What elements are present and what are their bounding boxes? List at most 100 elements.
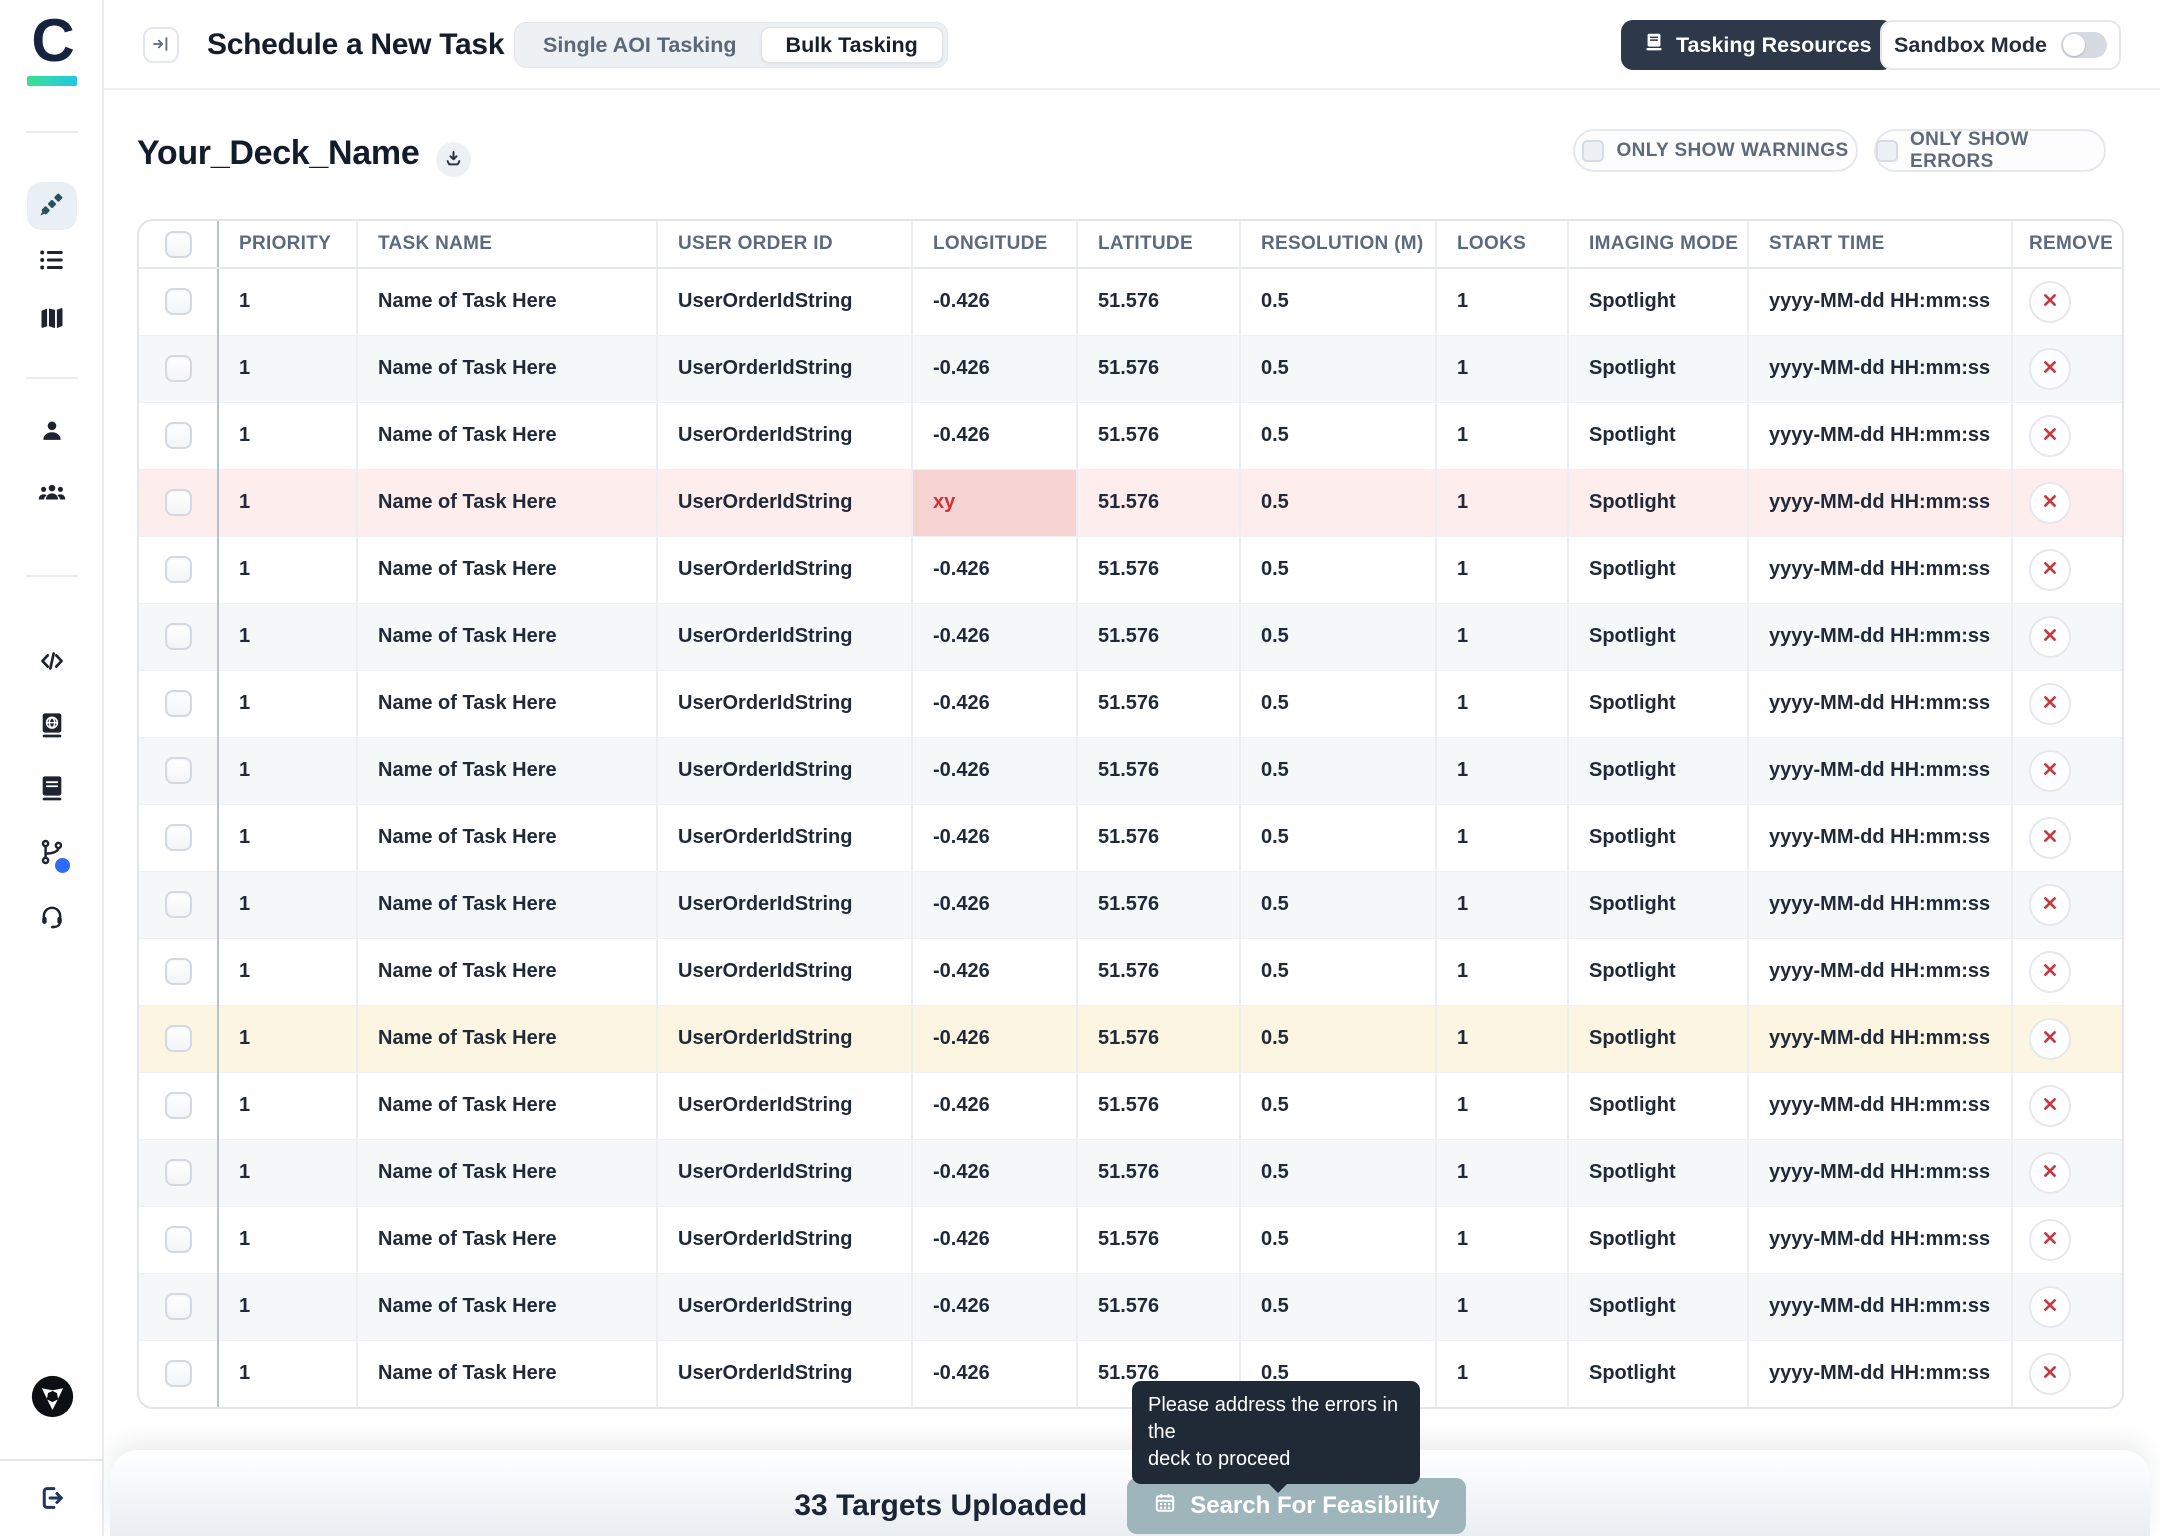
row-checkbox[interactable]	[164, 958, 192, 985]
row-select-cell	[139, 334, 219, 402]
table-row: 1 Name of Task Here UserOrderIdString -0.42…	[139, 1205, 2122, 1273]
remove-row-button[interactable]	[2029, 1285, 2071, 1328]
headset-icon	[38, 902, 66, 935]
cell-looks: 1	[1436, 937, 1569, 1005]
download-deck-button[interactable]	[436, 142, 471, 177]
cell-start-time: yyyy-MM-dd HH:mm:ss	[1748, 736, 2013, 804]
cell-priority: 1	[218, 870, 358, 938]
collapse-panel-button[interactable]	[143, 27, 179, 63]
cell-priority: 1	[218, 535, 358, 603]
x-icon	[2040, 960, 2060, 983]
remove-row-button[interactable]	[2029, 1151, 2071, 1194]
book-globe-icon	[38, 711, 66, 744]
remove-row-button[interactable]	[2029, 1218, 2071, 1261]
tab-bulk-tasking[interactable]: Bulk Tasking	[760, 27, 943, 63]
cell-start-time: yyyy-MM-dd HH:mm:ss	[1748, 535, 2013, 603]
sidebar-item-api[interactable]	[0, 639, 104, 687]
sidebar-item-support[interactable]	[0, 894, 104, 942]
only-show-warnings-filter[interactable]: ONLY SHOW WARNINGS	[1573, 129, 1858, 172]
row-checkbox[interactable]	[164, 1092, 192, 1119]
row-select-cell	[139, 268, 219, 335]
row-checkbox[interactable]	[164, 489, 192, 516]
remove-row-button[interactable]	[2029, 816, 2071, 859]
user-avatar[interactable]	[30, 1374, 75, 1419]
row-checkbox[interactable]	[164, 1293, 192, 1320]
logout-icon[interactable]	[37, 1483, 67, 1513]
column-header: IMAGING MODE	[1568, 221, 1749, 269]
remove-row-button[interactable]	[2029, 347, 2071, 390]
cell-task-name: Name of Task Here	[357, 602, 658, 670]
cell-user-order-id: UserOrderIdString	[657, 401, 913, 469]
row-remove-cell	[2012, 1071, 2122, 1139]
row-checkbox[interactable]	[164, 891, 192, 918]
warnings-checkbox[interactable]	[1582, 139, 1605, 162]
cell-looks: 1	[1436, 736, 1569, 804]
deck-title: Your_Deck_Name	[137, 134, 420, 172]
sidebar-item-changelog[interactable]	[0, 830, 104, 878]
book-icon	[38, 774, 66, 807]
cell-looks: 1	[1436, 1138, 1569, 1206]
column-header: TASK NAME	[357, 221, 658, 269]
remove-row-button[interactable]	[2029, 548, 2071, 591]
row-remove-cell	[2012, 1272, 2122, 1340]
sidebar-item-documentation[interactable]	[0, 766, 104, 814]
tasking-resources-button[interactable]: Tasking Resources	[1621, 20, 1894, 70]
remove-row-button[interactable]	[2029, 280, 2071, 323]
cell-priority: 1	[218, 1138, 358, 1206]
remove-row-button[interactable]	[2029, 749, 2071, 792]
row-checkbox[interactable]	[164, 757, 192, 784]
cell-start-time: yyyy-MM-dd HH:mm:ss	[1748, 1071, 2013, 1139]
errors-checkbox[interactable]	[1876, 139, 1898, 162]
x-icon	[2040, 893, 2060, 916]
brand-logo[interactable]: C	[31, 7, 74, 74]
remove-row-button[interactable]	[2029, 1084, 2071, 1127]
cell-start-time: yyyy-MM-dd HH:mm:ss	[1748, 1205, 2013, 1273]
remove-row-button[interactable]	[2029, 481, 2071, 524]
sidebar-item-map[interactable]	[0, 296, 104, 344]
cell-user-order-id: UserOrderIdString	[657, 1272, 913, 1340]
table-header-row: PRIORITY TASK NAME USER ORDER ID LONGITUDE L…	[139, 221, 2122, 269]
row-checkbox[interactable]	[164, 1025, 192, 1052]
only-show-errors-filter[interactable]: ONLY SHOW ERRORS	[1874, 129, 2106, 172]
row-checkbox[interactable]	[164, 1360, 192, 1388]
row-checkbox[interactable]	[164, 422, 192, 449]
row-checkbox[interactable]	[164, 288, 192, 316]
cell-priority: 1	[218, 1004, 358, 1072]
remove-row-button[interactable]	[2029, 615, 2071, 658]
select-all-checkbox[interactable]	[164, 230, 192, 258]
remove-row-button[interactable]	[2029, 414, 2071, 457]
sidebar-item-account[interactable]	[0, 409, 104, 457]
row-select-cell	[139, 1138, 219, 1206]
git-branch-icon	[38, 838, 70, 873]
remove-row-button[interactable]	[2029, 883, 2071, 926]
row-checkbox[interactable]	[164, 690, 192, 717]
remove-row-button[interactable]	[2029, 1017, 2071, 1060]
row-checkbox[interactable]	[164, 623, 192, 650]
row-checkbox[interactable]	[164, 1226, 192, 1253]
row-checkbox[interactable]	[164, 824, 192, 851]
row-select-cell	[139, 937, 219, 1005]
cell-longitude: -0.426	[912, 870, 1078, 938]
sidebar-item-team[interactable]	[0, 471, 104, 519]
sandbox-mode-toggle[interactable]	[2060, 32, 2107, 58]
row-checkbox[interactable]	[164, 556, 192, 583]
map-icon	[38, 304, 66, 337]
cell-imaging-mode: Spotlight	[1568, 1071, 1749, 1139]
search-for-feasibility-button[interactable]: Search For Feasibility	[1127, 1478, 1466, 1534]
cell-task-name: Name of Task Here	[357, 468, 658, 536]
sidebar-divider	[26, 377, 78, 379]
people-icon	[38, 479, 66, 512]
sidebar-item-api-docs[interactable]	[0, 703, 104, 751]
sidebar-item-tasking[interactable]	[27, 182, 77, 230]
sidebar-item-task-list[interactable]	[0, 238, 104, 286]
row-select-cell	[139, 669, 219, 737]
row-checkbox[interactable]	[164, 1159, 192, 1186]
row-checkbox[interactable]	[164, 355, 192, 382]
remove-row-button[interactable]	[2029, 1352, 2071, 1395]
cell-task-name: Name of Task Here	[357, 1004, 658, 1072]
tab-single-aoi-tasking[interactable]: Single AOI Tasking	[543, 32, 737, 57]
remove-row-button[interactable]	[2029, 682, 2071, 725]
remove-row-button[interactable]	[2029, 950, 2071, 993]
cell-task-name: Name of Task Here	[357, 268, 658, 335]
